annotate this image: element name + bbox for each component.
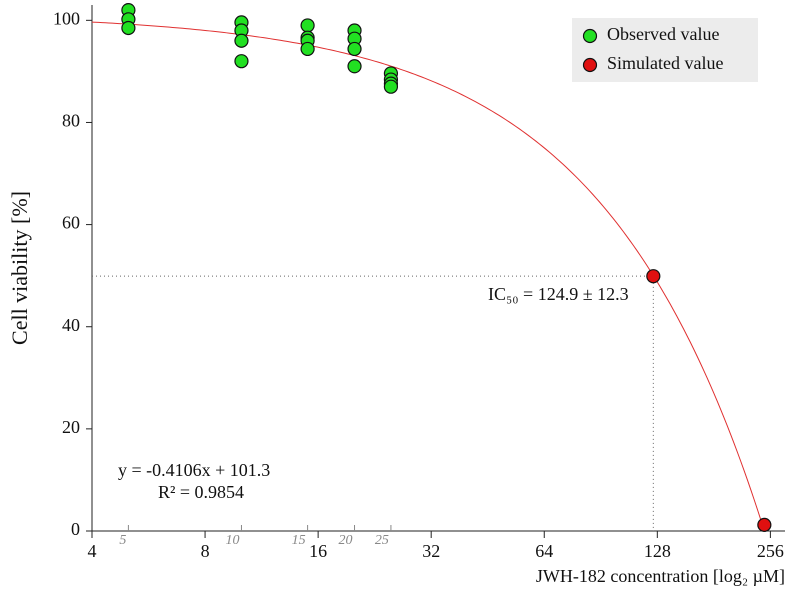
y-tick-label: 60 — [62, 213, 80, 233]
x-tick-label: 32 — [422, 541, 440, 561]
minor-x-tick-label: 15 — [292, 533, 306, 548]
legend-label: Simulated value — [607, 53, 723, 73]
legend-box — [572, 18, 758, 82]
y-tick-label: 100 — [53, 8, 80, 28]
point — [234, 33, 249, 48]
legend-label: Observed value — [607, 24, 719, 44]
y-tick-label: 40 — [62, 315, 80, 335]
x-tick-label: 8 — [201, 541, 210, 561]
x-tick-label: 128 — [644, 541, 671, 561]
minor-x-tick-label: 25 — [375, 533, 389, 548]
minor-x-tick-label: 10 — [225, 533, 239, 548]
x-tick-label: 16 — [309, 541, 327, 561]
equation: y = -0.4106x + 101.3 — [118, 460, 270, 480]
y-tick-label: 80 — [62, 111, 80, 131]
y-tick-label: 20 — [62, 417, 80, 437]
point — [234, 54, 249, 69]
r-squared: R² = 0.9854 — [158, 482, 244, 502]
legend-marker — [582, 28, 598, 44]
minor-x-tick-label: 20 — [339, 533, 353, 548]
point — [300, 18, 315, 33]
point — [383, 79, 399, 94]
ic50-label: IC₅₀ = 124.9 ± 12.3 — [488, 284, 629, 304]
point — [300, 41, 315, 57]
point — [347, 41, 362, 57]
point — [757, 517, 772, 532]
minor-x-tick-label: 5 — [119, 533, 126, 548]
y-tick-label: 0 — [71, 519, 80, 539]
x-axis-label: JWH-182 concentration [log₂ µM] — [536, 566, 785, 586]
point — [121, 20, 136, 36]
x-tick-label: 64 — [535, 541, 553, 561]
point — [347, 59, 362, 74]
x-tick-label: 4 — [88, 541, 97, 561]
legend-marker — [582, 57, 598, 73]
point — [646, 269, 661, 284]
x-tick-label: 256 — [757, 541, 784, 561]
y-axis-label: Cell viability [%] — [7, 191, 32, 345]
